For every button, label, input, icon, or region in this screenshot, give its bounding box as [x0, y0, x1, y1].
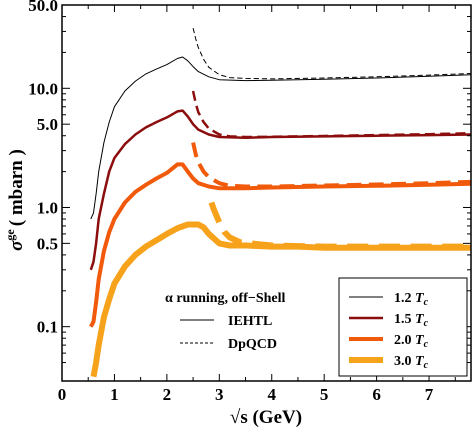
legend-style: α running, off−Shell IEHTL DpQCD: [165, 291, 286, 352]
y-tick-label: 0.5: [37, 234, 58, 253]
y-tick-label: 50.0: [28, 0, 58, 15]
legend-style-item-dpqcd: DpQCD: [228, 337, 277, 352]
x-tick-label: 3: [215, 385, 224, 404]
legend-style-title: α running, off−Shell: [165, 291, 286, 306]
series-line-2: [89, 109, 471, 271]
y-tick-label: 5.0: [37, 115, 58, 134]
svg-text:σge( mbarn ): σge ( mbarn ): [3, 149, 27, 251]
y-axis-superscript: ge: [3, 229, 17, 241]
y-axis-symbol: σ: [6, 240, 27, 251]
series-line-0: [90, 56, 471, 220]
legend-temp-label-2: 2.0 Tc: [394, 333, 429, 350]
legend-style-item-iehtl: IEHTL: [228, 314, 272, 329]
x-tick-label: 2: [163, 385, 172, 404]
plot-frame: [61, 4, 472, 382]
y-tick-label: 10.0: [28, 79, 58, 98]
y-axis-title: σge ( mbarn ): [3, 149, 27, 251]
series-line-6: [90, 221, 471, 378]
legend-temperature: 1.2 Tc 1.5 Tc 2.0 Tc 3.0 Tc: [338, 277, 468, 377]
legend-temp-label-3: 3.0 Tc: [394, 354, 429, 371]
x-tick-label: 7: [425, 385, 434, 404]
x-tick-label: 5: [320, 385, 329, 404]
series-line-3: [191, 90, 471, 139]
series-line-1: [192, 27, 471, 80]
legend-temp-label-1: 1.5 Tc: [394, 312, 429, 329]
x-tick-label: 0: [58, 385, 67, 404]
y-tick-label: 1.0: [37, 198, 58, 217]
y-axis-unit: ( mbarn ): [6, 149, 27, 226]
legend-temp-label-0: 1.2 Tc: [394, 291, 429, 308]
series-layer: [89, 27, 471, 378]
x-tick-label: 1: [110, 385, 119, 404]
ticks-layer: 0 1 2 3 4 5 6 7 50.0 10.0 5.0 1.0 0.5 0.1: [28, 0, 471, 404]
series-line-5: [191, 142, 471, 189]
x-tick-label: 6: [372, 385, 381, 404]
series-line-7: [208, 201, 471, 250]
x-axis-title: √s (GeV): [230, 407, 302, 428]
x-tick-label: 4: [267, 385, 276, 404]
y-tick-label: 0.1: [37, 318, 58, 337]
